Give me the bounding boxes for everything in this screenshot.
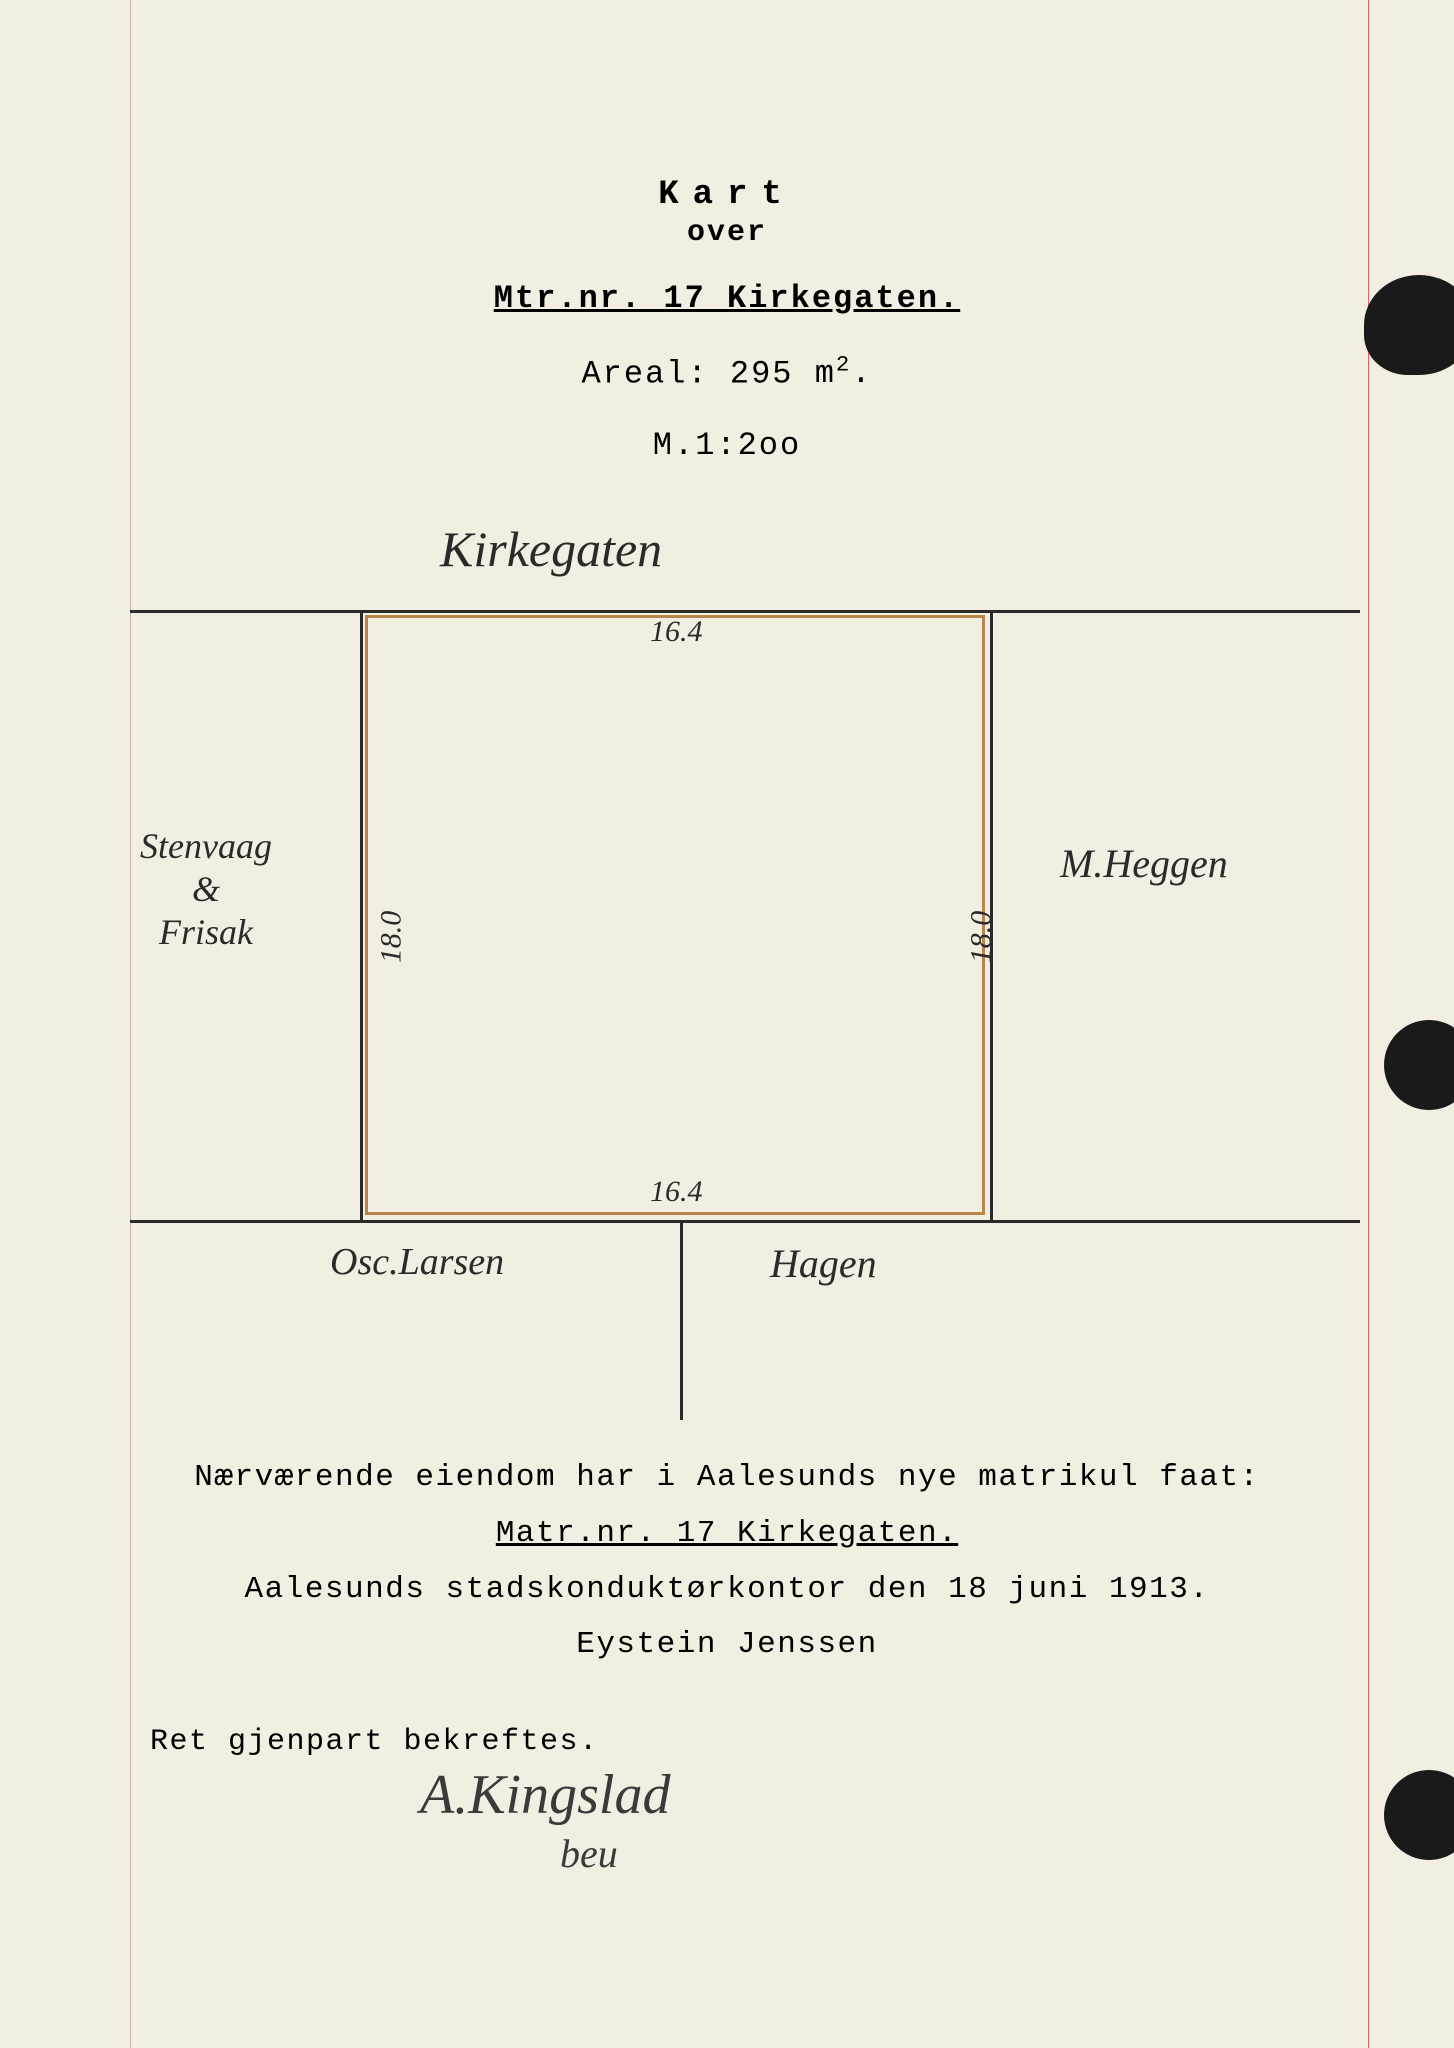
neighbor-left-line3: Frisak <box>159 912 253 952</box>
document-page: Kart over Mtr.nr. 17 Kirkegaten. Areal: … <box>0 0 1454 2048</box>
dimension-bottom: 16.4 <box>650 1175 703 1209</box>
boundary-line-bottom <box>130 1220 1360 1223</box>
title-over: over <box>0 216 1454 250</box>
boundary-line-top <box>130 610 1360 613</box>
areal-unit: m2. <box>815 355 873 392</box>
footer-block: Nærværende eiendom har i Aalesunds nye m… <box>0 1450 1454 1673</box>
footer-name-line: Eystein Jenssen <box>0 1617 1454 1673</box>
neighbor-label-bottom-right: Hagen <box>770 1240 877 1287</box>
neighbor-left-line1: Stenvaag <box>140 826 272 866</box>
street-label-top: Kirkegaten <box>440 520 662 578</box>
signature-sub: beu <box>560 1830 618 1877</box>
dimension-top: 16.4 <box>650 615 703 649</box>
neighbor-label-left: Stenvaag & Frisak <box>140 825 272 955</box>
dimension-right: 18.0 <box>964 911 998 964</box>
neighbor-label-right: M.Heggen <box>1060 840 1228 887</box>
neighbor-left-line2: & <box>192 869 220 909</box>
mtr-number: Mtr.nr. 17 Kirkegaten. <box>0 280 1454 317</box>
dimension-left: 18.0 <box>374 911 408 964</box>
boundary-line-left <box>360 610 363 1220</box>
neighbor-label-bottom-left: Osc.Larsen <box>330 1240 504 1284</box>
areal-line: Areal: 295 m2. <box>0 352 1454 393</box>
footer-office-line: Aalesunds stadskonduktørkontor den 18 ju… <box>0 1562 1454 1618</box>
boundary-line-center-stub <box>680 1220 683 1420</box>
title-kart: Kart <box>0 175 1454 216</box>
areal-value: 295 <box>730 355 794 392</box>
parcel-outline <box>365 615 985 1215</box>
scale-line: M.1:2oo <box>0 427 1454 464</box>
plot-diagram: Kirkegaten 16.4 16.4 18.0 18.0 Stenvaag … <box>0 520 1454 1420</box>
footer-mtr-line: Matr.nr. 17 Kirkegaten. <box>0 1506 1454 1562</box>
punch-hole <box>1384 1770 1454 1860</box>
signature: A.Kingslad <box>420 1770 670 1820</box>
footer-line-1: Nærværende eiendom har i Aalesunds nye m… <box>0 1450 1454 1506</box>
confirmation-text: Ret gjenpart bekreftes. <box>150 1725 599 1759</box>
header-block: Kart over Mtr.nr. 17 Kirkegaten. Areal: … <box>0 0 1454 464</box>
areal-label: Areal: <box>581 355 708 392</box>
